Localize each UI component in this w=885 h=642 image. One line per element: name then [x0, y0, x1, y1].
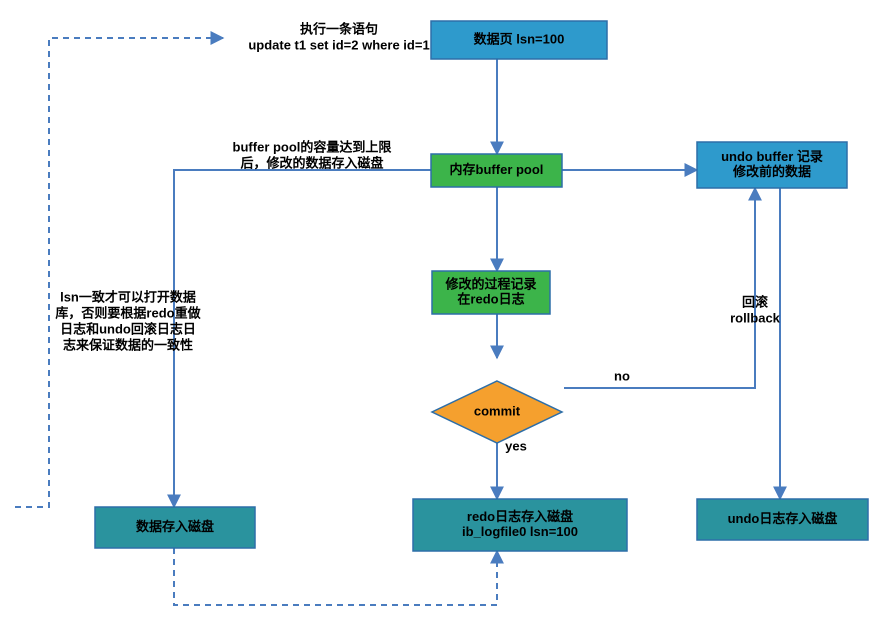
label-update_sql: 执行一条语句 — [300, 21, 378, 36]
node-undo_buffer-label: undo buffer 记录 — [721, 149, 823, 164]
node-commit-label: commit — [474, 403, 521, 418]
flowchart-canvas: 数据页 lsn=100内存buffer poolundo buffer 记录修改… — [0, 0, 885, 642]
node-data_page-label: 数据页 lsn=100 — [474, 31, 565, 46]
edge-d2 — [174, 548, 497, 605]
node-disk_undo-label: undo日志存入磁盘 — [728, 511, 838, 526]
node-undo_buffer: undo buffer 记录修改前的数据 — [697, 142, 847, 188]
node-redo_log-label: 在redo日志 — [457, 291, 524, 306]
label-bp_to_disk: buffer pool的容量达到上限 — [233, 139, 393, 154]
edge-d1 — [15, 38, 223, 507]
node-redo_log-label: 修改的过程记录 — [444, 276, 536, 291]
node-disk_redo: redo日志存入磁盘ib_logfile0 lsn=100 — [413, 499, 627, 551]
label-rollback: rollback — [730, 310, 781, 325]
node-buffer_pool: 内存buffer pool — [431, 154, 562, 187]
node-disk_data-label: 数据存入磁盘 — [136, 519, 214, 534]
node-buffer_pool-label: 内存buffer pool — [450, 162, 544, 177]
label-lsn_note: 日志和undo回滚日志日 — [60, 321, 196, 336]
label-lsn_note: 库，否则要根据redo重做 — [55, 305, 200, 320]
edge-e8 — [174, 170, 431, 507]
node-data_page: 数据页 lsn=100 — [431, 21, 607, 59]
edge-e6 — [564, 188, 755, 388]
node-disk_redo-label: ib_logfile0 lsn=100 — [462, 524, 578, 539]
nodes-group: 数据页 lsn=100内存buffer poolundo buffer 记录修改… — [95, 21, 868, 551]
node-disk_undo: undo日志存入磁盘 — [697, 499, 868, 540]
node-undo_buffer-label: 修改前的数据 — [732, 164, 811, 179]
label-rollback: 回滚 — [742, 294, 769, 309]
label-yes: yes — [505, 438, 527, 453]
label-lsn_note: 志来保证数据的一致性 — [63, 337, 193, 352]
label-lsn_note: lsn一致才可以打开数据 — [60, 289, 196, 304]
label-update_sql: update t1 set id=2 where id=1 — [248, 37, 429, 52]
label-bp_to_disk: 后，修改的数据存入磁盘 — [240, 155, 383, 170]
node-disk_data: 数据存入磁盘 — [95, 507, 255, 548]
label-no: no — [614, 368, 630, 383]
node-disk_redo-label: redo日志存入磁盘 — [467, 509, 573, 524]
node-commit: commit — [432, 381, 562, 443]
node-redo_log: 修改的过程记录在redo日志 — [432, 271, 550, 314]
